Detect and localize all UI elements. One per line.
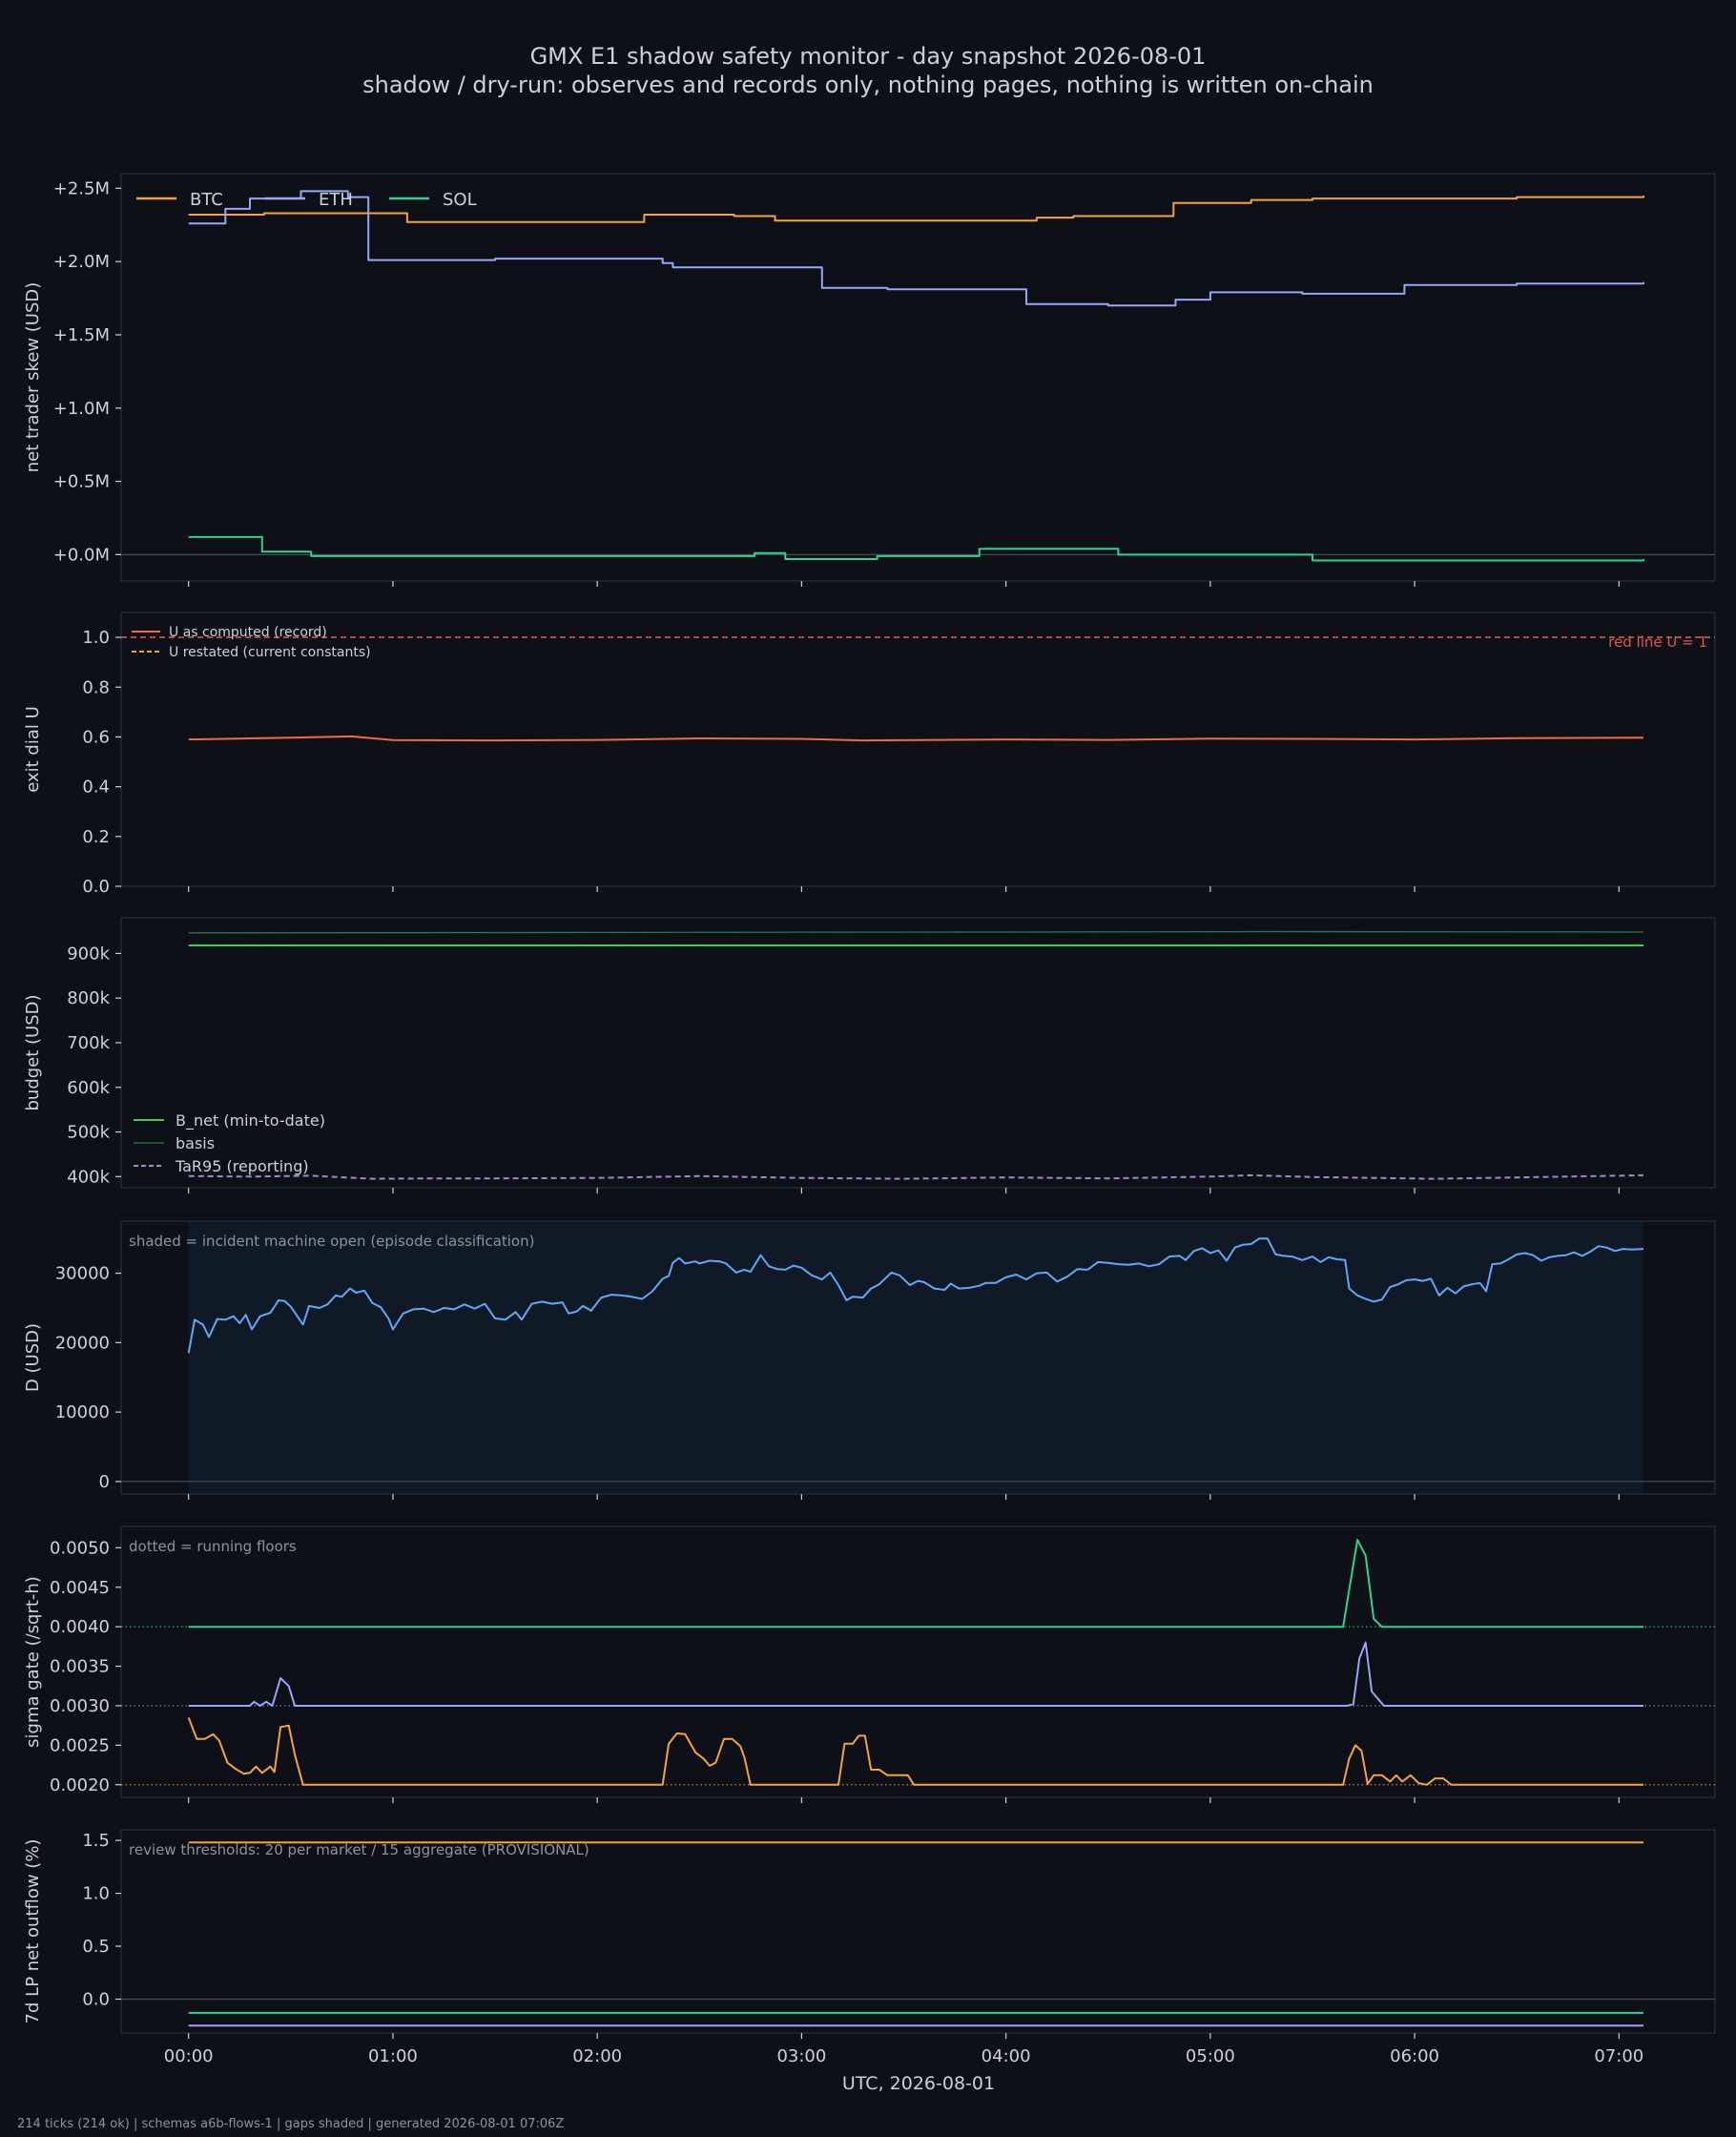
y-tick-label: 10000: [55, 1402, 110, 1422]
series-line-tar95-reporting: [188, 1173, 1644, 1180]
y-tick-label: 0.2: [82, 827, 110, 847]
y-tick-label: +2.0M: [53, 252, 110, 272]
legend-label: U as computed (record): [169, 625, 327, 640]
panel-sigma_gate: 0.0020 0.0025 0.0030 0.0035 0.0040 0.0045 0.00…: [23, 1525, 1716, 1803]
legend-label: ETH: [319, 190, 353, 210]
y-tick-label: 1.5: [82, 1831, 110, 1851]
y-tick-label: 0.0050: [50, 1538, 110, 1558]
series-line-u-as-computed-record: [188, 735, 1644, 742]
x-tick-label: 03:00: [776, 2046, 826, 2066]
y-axis-label: D (USD): [23, 1323, 43, 1392]
y-tick-label: 1.0: [82, 628, 110, 648]
legend-label: TaR95 (reporting): [175, 1157, 309, 1175]
legend: BTC ETH SOL: [136, 190, 477, 210]
legend-label: B_net (min-to-date): [176, 1111, 325, 1131]
x-tick-label: 02:00: [572, 2046, 622, 2066]
y-tick-label: 700k: [67, 1033, 110, 1053]
y-axis-label: exit dial U: [23, 706, 43, 793]
y-tick-label: 0.0025: [50, 1735, 110, 1755]
y-tick-label: +1.0M: [53, 399, 110, 419]
y-tick-label: 0.6: [82, 727, 110, 747]
y-tick-label: 0.0020: [50, 1775, 110, 1795]
axes-frame: [120, 612, 1716, 887]
y-tick-label: 600k: [67, 1078, 110, 1098]
panel-exit_dial: red line U = 1 0.0 0.2 0.4 0.6 0.8 1.0 exit dia…: [23, 612, 1716, 897]
panel-skew: +0.0M +0.5M +1.0M +1.5M +2.0M +2.5M net trader…: [23, 173, 1716, 587]
y-tick-label: 0.5: [82, 1937, 110, 1957]
y-axis-label: net trader skew (USD): [23, 282, 43, 473]
y-tick-label: 500k: [67, 1123, 110, 1143]
series-line-sol: [188, 1539, 1643, 1629]
figure-subtitle: shadow / dry-run: observes and records o…: [362, 72, 1374, 98]
series-line-basis: [188, 930, 1644, 934]
figure-title: GMX E1 shadow safety monitor - day snaps…: [530, 43, 1207, 70]
panel-note: dotted = running floors: [129, 1538, 297, 1555]
x-tick-label: 04:00: [982, 2046, 1031, 2066]
y-tick-label: +0.0M: [53, 545, 110, 565]
legend-label: BTC: [190, 190, 223, 210]
legend: U as computed (record) U restated (curren…: [132, 625, 371, 660]
x-tick-label: 06:00: [1390, 2046, 1439, 2066]
y-tick-label: 0.0045: [50, 1578, 110, 1598]
y-tick-label: 0.0040: [50, 1617, 110, 1637]
axes-frame: [120, 173, 1716, 582]
y-tick-label: +2.5M: [53, 178, 110, 198]
redline-label: red line U = 1: [1608, 633, 1707, 651]
series-line-eth: [188, 1641, 1643, 1707]
legend: B_net (min-to-date) basis TaR95 (reporting…: [134, 1111, 325, 1175]
y-tick-label: +1.5M: [53, 325, 110, 345]
x-tick-label: 00:00: [164, 2046, 214, 2066]
y-tick-label: 0.0: [82, 1990, 110, 2010]
y-tick-label: 0.0: [82, 877, 110, 897]
x-axis-label: UTC, 2026-08-01: [842, 2073, 995, 2094]
series-line-sol: [188, 535, 1644, 562]
y-tick-label: 20000: [55, 1333, 110, 1353]
panel-d_usd: 0 10000 20000 30000 D (USD) shaded = incident…: [23, 1220, 1716, 1500]
y-tick-label: 0: [99, 1472, 110, 1492]
x-tick-label: 01:00: [368, 2046, 418, 2066]
axes-frame: [120, 917, 1716, 1189]
panel-note: shaded = incident machine open (episode …: [129, 1233, 534, 1250]
axes-frame: [120, 1829, 1716, 2034]
series-line-eth: [188, 190, 1644, 307]
y-tick-label: 30000: [55, 1264, 110, 1284]
y-tick-label: 1.0: [82, 1884, 110, 1904]
y-tick-label: 0.0035: [50, 1657, 110, 1677]
y-axis-label: sigma gate (/sqrt-h): [23, 1576, 43, 1748]
panel-note: review thresholds: 20 per market / 15 ag…: [129, 1841, 589, 1858]
panel-lp_outflow: 0.0 0.5 1.0 1.5 00:00 01:00 02:00 03:00 04:00 05:…: [23, 1829, 1716, 2066]
incident-shade: [188, 1222, 1644, 1493]
footer-status: 214 ticks (214 ok) | schemas a6b-flows-1…: [17, 2117, 564, 2131]
y-tick-label: 900k: [67, 944, 110, 964]
y-tick-label: 0.4: [82, 778, 110, 798]
y-tick-label: +0.5M: [53, 472, 110, 492]
series-line-btc: [187, 1717, 1643, 1786]
panel-budget: 400k 500k 600k 700k 800k 900k budget (USD) B_ne…: [23, 917, 1716, 1193]
series-line-btc: [188, 196, 1644, 223]
chart-panels: +0.0M +0.5M +1.0M +1.5M +2.0M +2.5M net trader…: [23, 173, 1716, 2066]
x-tick-label: 05:00: [1186, 2046, 1235, 2066]
y-axis-label: budget (USD): [23, 994, 43, 1110]
y-tick-label: 0.0030: [50, 1696, 110, 1716]
legend-label: basis: [176, 1134, 215, 1152]
y-axis-label: 7d LP net outflow (%): [23, 1839, 43, 2024]
legend-label: U restated (current constants): [169, 645, 371, 660]
legend-label: SOL: [443, 190, 477, 210]
x-tick-label: 07:00: [1594, 2046, 1643, 2066]
y-tick-label: 400k: [67, 1167, 110, 1187]
y-tick-label: 800k: [67, 988, 110, 1008]
y-tick-label: 0.8: [82, 677, 110, 697]
axes-frame: [120, 1525, 1716, 1798]
series-line-d: [187, 1237, 1644, 1354]
